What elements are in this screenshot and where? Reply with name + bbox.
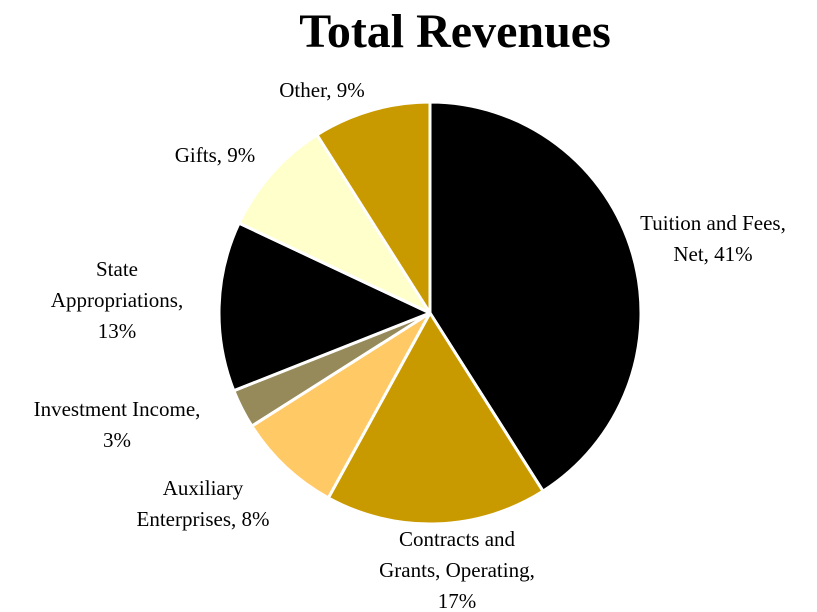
slice-label: Auxiliary [163,476,244,500]
slice-label: Gifts, 9% [175,143,256,167]
slice-label: State [96,257,138,281]
slice-label: 13% [98,319,137,343]
slice-label: Grants, Operating, [379,558,535,582]
slice-label: Net, 41% [673,242,752,266]
slice-label: Enterprises, 8% [137,507,270,531]
slice-label: 17% [438,589,477,612]
slice-label: Investment Income, [34,397,201,421]
pie-slice [315,100,432,315]
pie-slice [217,221,432,393]
slice-label: Contracts and [399,527,516,551]
pie-slice [326,311,545,526]
slice-label: 3% [103,428,131,452]
slice-label: Appropriations, [51,288,183,312]
pie-slice [250,311,432,500]
chart-title: Total Revenues [299,5,611,58]
slice-label: Other, 9% [279,78,364,102]
pie-slice [237,133,432,315]
slice-label: Tuition and Fees, [640,211,786,235]
